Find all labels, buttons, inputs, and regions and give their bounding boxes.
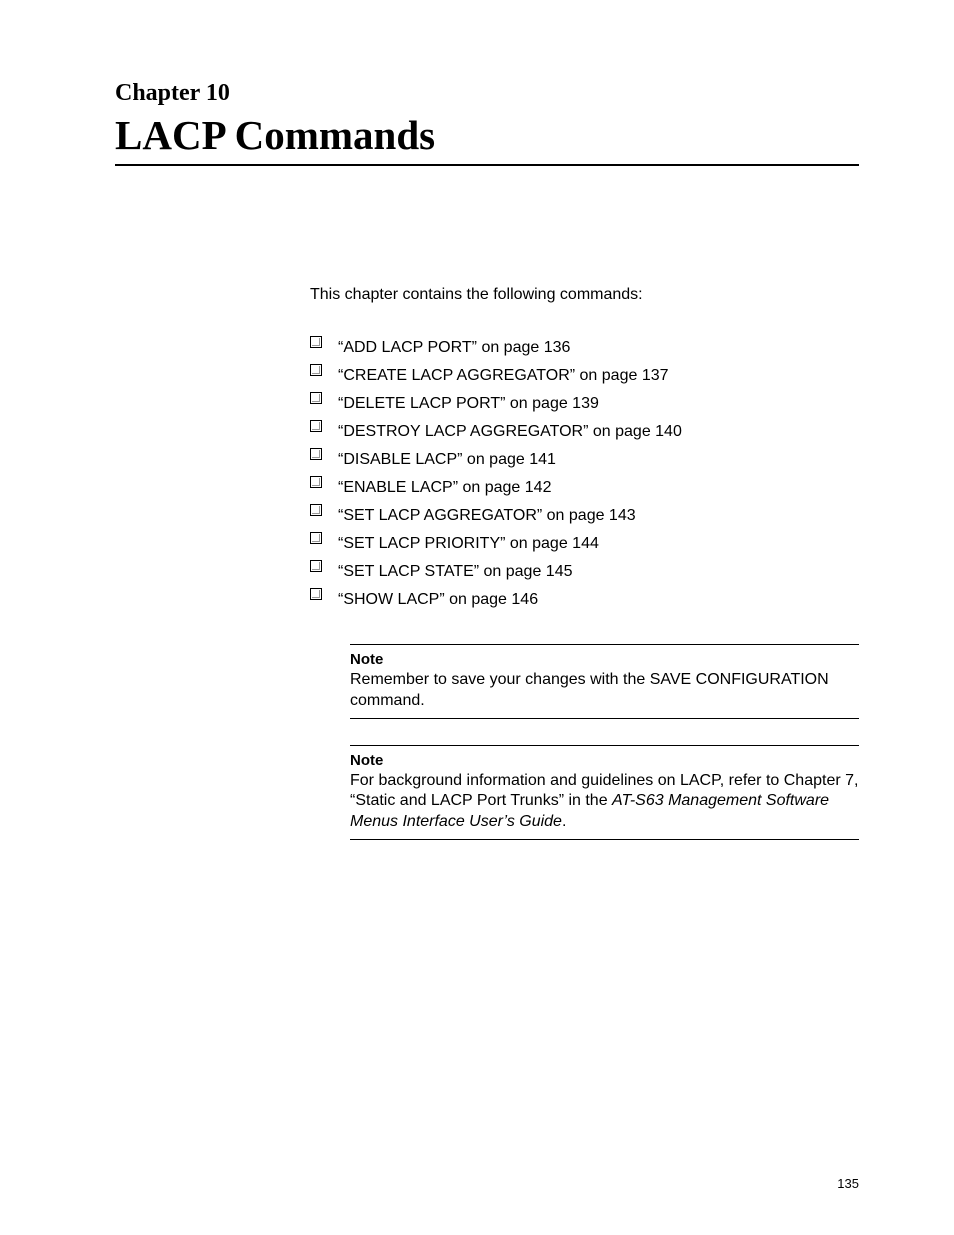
list-item: “DELETE LACP PORT” on page 139 xyxy=(310,390,859,418)
note-text: For background information and guideline… xyxy=(350,771,859,833)
list-item: “DESTROY LACP AGGREGATOR” on page 140 xyxy=(310,418,859,446)
list-item: “DISABLE LACP” on page 141 xyxy=(310,446,859,474)
bullet-icon xyxy=(310,504,322,516)
bullet-icon xyxy=(310,532,322,544)
note-block: Note Remember to save your changes with … xyxy=(350,644,859,719)
note-block: Note For background information and guid… xyxy=(350,745,859,840)
list-item-label: “ENABLE LACP” on page 142 xyxy=(338,479,551,496)
chapter-title: LACP Commands xyxy=(115,113,859,158)
list-item-label: “DESTROY LACP AGGREGATOR” on page 140 xyxy=(338,423,682,440)
bullet-icon xyxy=(310,364,322,376)
list-item: “SET LACP AGGREGATOR” on page 143 xyxy=(310,502,859,530)
note-text: Remember to save your changes with the S… xyxy=(350,670,859,712)
list-item-label: “DISABLE LACP” on page 141 xyxy=(338,451,556,468)
chapter-label: Chapter 10 xyxy=(115,80,859,107)
intro-text: This chapter contains the following comm… xyxy=(310,286,859,304)
bullet-icon xyxy=(310,560,322,572)
list-item-label: “CREATE LACP AGGREGATOR” on page 137 xyxy=(338,367,669,384)
note-label: Note xyxy=(350,752,859,769)
bullet-icon xyxy=(310,448,322,460)
list-item: “CREATE LACP AGGREGATOR” on page 137 xyxy=(310,362,859,390)
list-item-label: “ADD LACP PORT” on page 136 xyxy=(338,339,570,356)
command-list: “ADD LACP PORT” on page 136 “CREATE LACP… xyxy=(310,334,859,614)
page-number: 135 xyxy=(837,1176,859,1191)
bullet-icon xyxy=(310,476,322,488)
list-item: “SHOW LACP” on page 146 xyxy=(310,586,859,614)
list-item-label: “SET LACP AGGREGATOR” on page 143 xyxy=(338,507,636,524)
bullet-icon xyxy=(310,588,322,600)
document-page: Chapter 10 LACP Commands This chapter co… xyxy=(0,0,954,1235)
list-item: “ENABLE LACP” on page 142 xyxy=(310,474,859,502)
bullet-icon xyxy=(310,336,322,348)
list-item: “ADD LACP PORT” on page 136 xyxy=(310,334,859,362)
list-item: “SET LACP PRIORITY” on page 144 xyxy=(310,530,859,558)
main-content: This chapter contains the following comm… xyxy=(310,286,859,840)
list-item: “SET LACP STATE” on page 145 xyxy=(310,558,859,586)
list-item-label: “SHOW LACP” on page 146 xyxy=(338,591,538,608)
title-rule xyxy=(115,164,859,166)
note-text-post: . xyxy=(562,813,566,830)
list-item-label: “SET LACP STATE” on page 145 xyxy=(338,563,573,580)
list-item-label: “DELETE LACP PORT” on page 139 xyxy=(338,395,599,412)
note-label: Note xyxy=(350,651,859,668)
list-item-label: “SET LACP PRIORITY” on page 144 xyxy=(338,535,599,552)
bullet-icon xyxy=(310,420,322,432)
bullet-icon xyxy=(310,392,322,404)
